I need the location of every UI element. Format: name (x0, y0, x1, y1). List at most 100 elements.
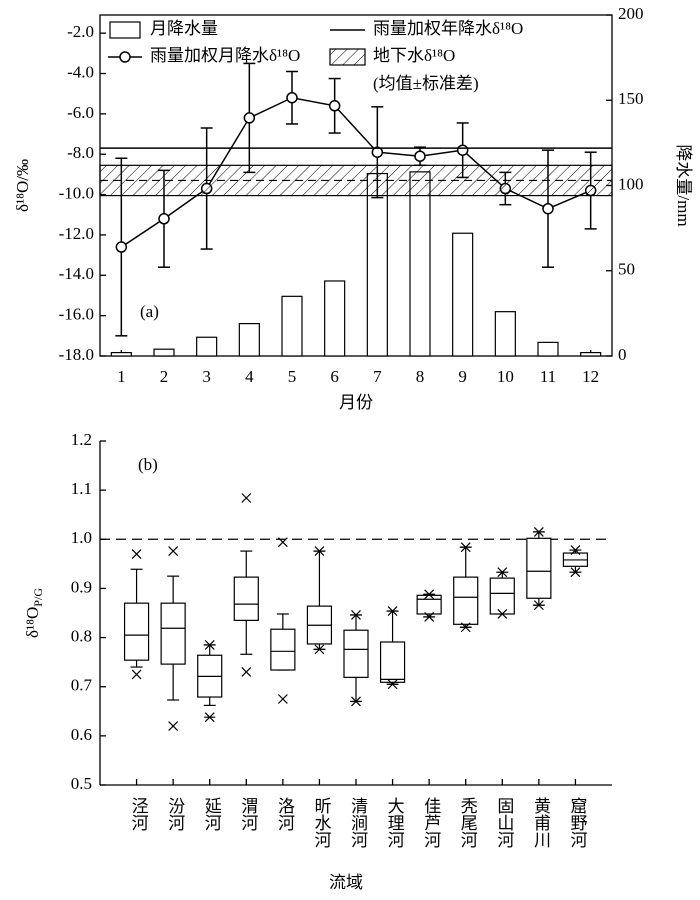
x-tick-label: 12 (582, 367, 599, 386)
y-tick-label: -18.0 (59, 345, 94, 364)
outlier (533, 600, 545, 611)
x-tick-label: 5 (288, 367, 297, 386)
y-tick-label: -8.0 (67, 143, 94, 162)
y2-tick-label: 50 (618, 260, 635, 279)
y-tick-label: -10.0 (59, 183, 94, 202)
x-tick-label: 佳芦河 (421, 797, 441, 848)
point (115, 241, 128, 253)
x-tick-label: 8 (416, 367, 425, 386)
outlier (387, 679, 399, 690)
y2-tick-label: 150 (618, 89, 644, 108)
box (160, 602, 186, 665)
x-tick-label: 2 (160, 367, 169, 386)
x-tick-label: 大理河 (385, 797, 405, 848)
x-tick-label: 清涧河 (348, 797, 368, 848)
outlier (277, 694, 288, 704)
legend-label: 地下水δ¹⁸O (373, 46, 455, 65)
bar (196, 336, 218, 357)
outlier (241, 493, 252, 503)
outlier (387, 606, 399, 616)
bar (110, 351, 132, 357)
y-tick-label: -14.0 (59, 264, 94, 283)
bar (409, 171, 431, 357)
y-tick-label: -6.0 (67, 103, 94, 122)
legend-note: (均值±标准差) (373, 74, 479, 93)
bar (537, 341, 559, 357)
outlier (570, 567, 581, 578)
y-tick-label: 0.7 (71, 676, 93, 695)
y-tick-label: 1.0 (71, 528, 92, 547)
legend-marker-icon (119, 51, 131, 63)
panel-label: (a) (140, 302, 159, 321)
outlier (241, 667, 252, 677)
x-tick-label: 延河 (202, 797, 222, 831)
x-tick-label: 汾河 (165, 797, 185, 831)
y-tick-label: -2.0 (67, 22, 94, 41)
x-tick-label: 10 (497, 367, 514, 386)
outlier (497, 609, 508, 619)
outlier-stroke (570, 545, 581, 556)
y-tick-label: -16.0 (59, 305, 94, 324)
outlier-stroke (497, 567, 508, 578)
bar (580, 351, 602, 357)
outlier (350, 610, 362, 620)
box (123, 602, 150, 661)
y-tick-label: 1.1 (71, 479, 92, 498)
bar (366, 172, 388, 357)
outlier (423, 612, 435, 622)
x-tick-label: 昕水河 (312, 797, 332, 848)
x-tick-label: 9 (458, 367, 467, 386)
point (456, 144, 469, 156)
y-tick-label: 0.5 (71, 774, 92, 793)
x-axis-label: 月份 (339, 393, 373, 412)
y-axis-label-sub: P/G (31, 588, 45, 607)
box (379, 641, 406, 683)
x-tick-label: 渭河 (238, 797, 257, 831)
box (489, 577, 515, 615)
box (270, 628, 296, 671)
bar (494, 311, 516, 357)
box (343, 629, 369, 678)
outlier-stroke (497, 609, 508, 619)
bar (324, 280, 346, 357)
y-tick-label: -12.0 (59, 224, 94, 243)
outlier (497, 567, 508, 578)
point (371, 146, 384, 158)
point (286, 91, 298, 104)
outlier (168, 721, 179, 731)
x-tick-label: 3 (202, 367, 211, 386)
outlier-stroke (277, 537, 288, 548)
point (328, 100, 341, 112)
outlier (570, 545, 581, 556)
y-tick-label: -4.0 (67, 62, 94, 81)
point (542, 202, 554, 215)
outlier (204, 640, 216, 650)
x-tick-label: 泾河 (129, 797, 149, 831)
y2-tick-label: 0 (618, 345, 627, 364)
x-tick-label: 窟野河 (568, 797, 588, 848)
outlier (277, 537, 288, 548)
y2-tick-label: 100 (618, 174, 644, 193)
outlier-stroke (570, 567, 581, 578)
outlier-stroke (241, 493, 252, 503)
y-axis-label: δ¹⁸O/‰ (13, 159, 32, 212)
outlier (131, 549, 142, 559)
legend-band-icon (329, 48, 366, 66)
outlier (313, 644, 325, 655)
x-tick-label: 洛河 (275, 797, 295, 831)
outlier-stroke (168, 546, 179, 557)
outlier-stroke (168, 721, 179, 731)
y-axis-label: δ¹⁸OP/G (23, 588, 45, 638)
outlier (423, 589, 435, 600)
box (453, 576, 479, 625)
x-tick-label: 7 (373, 367, 382, 386)
point (243, 112, 256, 124)
box (233, 576, 259, 621)
outlier-stroke (131, 669, 142, 680)
x-tick-label: 4 (245, 367, 254, 386)
x-tick-label: 固山河 (494, 797, 514, 848)
outlier (131, 669, 142, 680)
bar (153, 348, 175, 357)
legend-label: 雨量加权年降水δ¹⁸O (373, 19, 523, 38)
